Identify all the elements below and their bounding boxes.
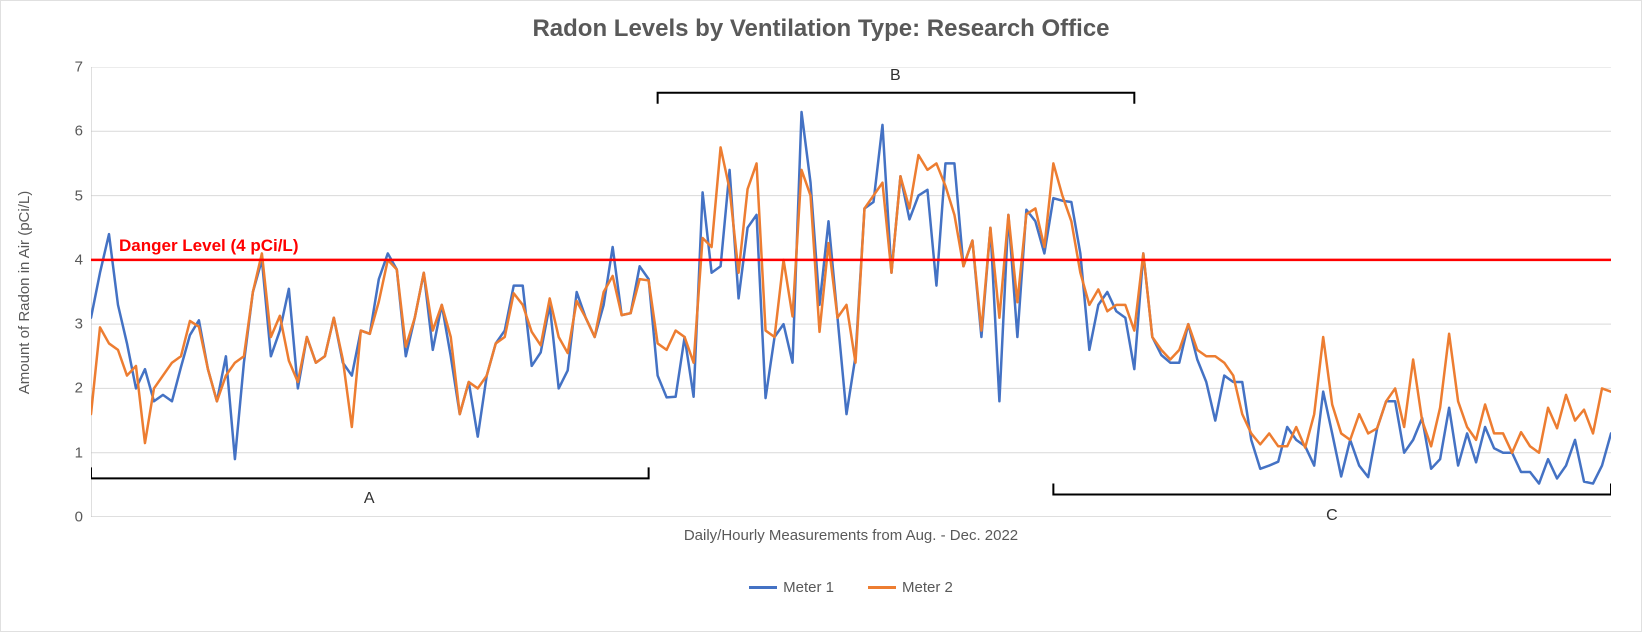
y-tick-label: 4 xyxy=(43,251,83,268)
region-label-B: B xyxy=(890,67,901,85)
x-axis-label: Daily/Hourly Measurements from Aug. - De… xyxy=(91,527,1611,544)
y-axis-label: Amount of Radon in Air (pCi/L) xyxy=(17,190,34,393)
y-tick-label: 6 xyxy=(43,123,83,140)
y-tick-label: 1 xyxy=(43,444,83,461)
legend-item-1: Meter 1 xyxy=(749,579,834,596)
y-tick-label: 3 xyxy=(43,316,83,333)
legend-item-2: Meter 2 xyxy=(868,579,953,596)
legend: Meter 1 Meter 2 xyxy=(91,579,1611,596)
region-label-A: A xyxy=(364,490,375,508)
danger-line-label: Danger Level (4 pCi/L) xyxy=(119,236,298,256)
chart-title: Radon Levels by Ventilation Type: Resear… xyxy=(1,15,1641,43)
y-tick-label: 2 xyxy=(43,380,83,397)
region-bracket-A xyxy=(91,468,649,478)
region-bracket-C xyxy=(1053,485,1611,495)
series-line-1 xyxy=(91,112,1611,484)
chart-svg xyxy=(91,67,1611,517)
y-tick-label: 0 xyxy=(43,509,83,526)
region-label-C: C xyxy=(1326,507,1338,525)
y-tick-label: 5 xyxy=(43,187,83,204)
series-line-2 xyxy=(91,147,1611,452)
legend-label: Meter 2 xyxy=(902,579,953,596)
y-axis-label-wrap: Amount of Radon in Air (pCi/L) xyxy=(15,67,35,517)
legend-swatch xyxy=(749,586,777,589)
region-bracket-B xyxy=(658,93,1135,103)
legend-label: Meter 1 xyxy=(783,579,834,596)
plot-area xyxy=(91,67,1611,517)
chart-container: Radon Levels by Ventilation Type: Resear… xyxy=(0,0,1642,632)
legend-swatch xyxy=(868,586,896,589)
y-tick-label: 7 xyxy=(43,59,83,76)
